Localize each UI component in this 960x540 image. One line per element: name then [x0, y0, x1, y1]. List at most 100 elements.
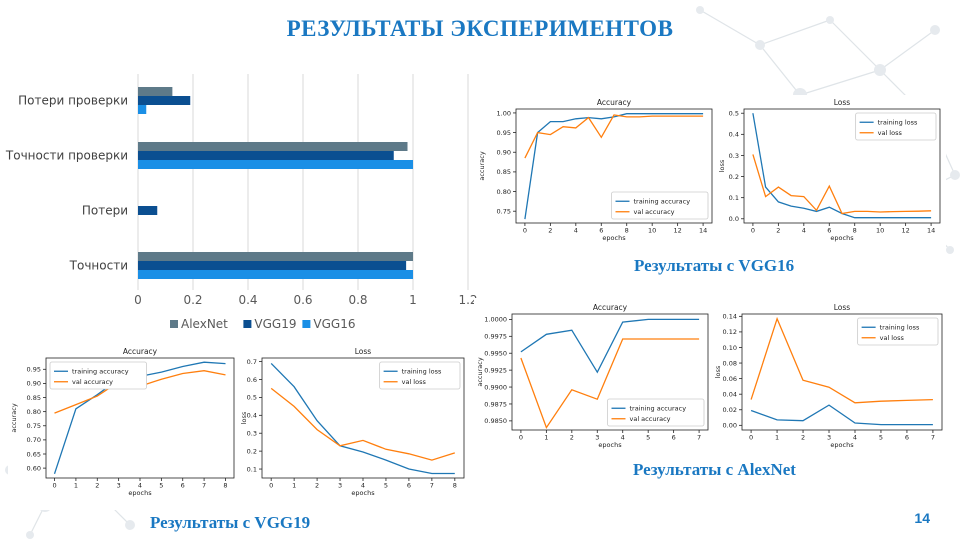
- y-tick-label: 0.95: [497, 129, 511, 137]
- legend-label: VGG16: [313, 317, 355, 331]
- category-label: Точности: [69, 259, 128, 273]
- x-tick-label: 3: [595, 434, 599, 442]
- series-line-training-accuracy: [524, 113, 704, 220]
- series-line-training-accuracy: [520, 318, 700, 374]
- x-tick-label: 1: [775, 434, 779, 442]
- bar-alexnet: [138, 142, 408, 151]
- legend-box: [857, 317, 939, 346]
- x-tick-label: 10: [648, 227, 656, 235]
- x-tick-label: 2: [548, 227, 552, 235]
- y-tick-label: 0.9925: [484, 366, 507, 374]
- x-tick-label: 1: [409, 293, 417, 307]
- y-tick-label: 0.08: [723, 359, 737, 367]
- y-tick-label: 0.95: [27, 366, 41, 374]
- x-tick-label: 2: [95, 482, 99, 490]
- legend-swatch: [170, 320, 178, 328]
- series-line-val-accuracy: [524, 114, 704, 159]
- x-tick-label: 4: [853, 434, 857, 442]
- y-axis-label: accuracy: [476, 357, 484, 386]
- legend-label: val loss: [878, 129, 903, 137]
- x-tick-label: 2: [315, 482, 319, 490]
- y-tick-label: 0.1: [729, 194, 739, 202]
- x-tick-label: 8: [625, 227, 629, 235]
- plot-title: Accuracy: [597, 98, 632, 107]
- bar-vgg19: [138, 151, 394, 160]
- x-tick-label: 10: [876, 227, 884, 235]
- vgg16-accuracy-plot: Accuracy 0 2 4 6 8 10 12 14 0.75 0.80 0.85 0.90 0.95 1…: [476, 95, 716, 253]
- bar-vgg19: [138, 261, 407, 270]
- x-tick-label: 14: [927, 227, 935, 235]
- y-axis-label: accuracy: [478, 151, 486, 180]
- plot-title: Loss: [355, 347, 372, 356]
- legend-label: val loss: [402, 378, 427, 386]
- x-tick-label: 3: [117, 482, 121, 490]
- x-tick-label: 4: [574, 227, 578, 235]
- y-tick-label: 0.1: [247, 465, 257, 473]
- legend-label: val accuracy: [633, 208, 674, 216]
- vgg19-caption: Результаты с VGG19: [150, 513, 311, 532]
- legend-label: training accuracy: [629, 405, 686, 413]
- alexnet-caption: Результаты с AlexNet: [633, 460, 796, 479]
- x-tick-label: 2: [570, 434, 574, 442]
- vgg19-accuracy-plot: Accuracy 0 1 2 3 4 5 6 7 8 0.60 0.65 0.70 0.75 0.80 0.8…: [8, 342, 238, 510]
- plot-title: Accuracy: [593, 303, 628, 312]
- series-line-val-loss: [752, 154, 932, 215]
- x-tick-label: 4: [138, 482, 142, 490]
- x-tick-label: 8: [853, 227, 857, 235]
- x-tick-label: 5: [159, 482, 163, 490]
- y-tick-label: 0.4: [729, 131, 739, 139]
- x-tick-label: 7: [430, 482, 434, 490]
- x-tick-label: 1.2: [458, 293, 477, 307]
- x-tick-label: 5: [879, 434, 883, 442]
- bar-vgg16: [138, 105, 147, 114]
- plot-title: Loss: [834, 303, 851, 312]
- y-tick-label: 0.5: [247, 394, 257, 402]
- legend-label: val accuracy: [72, 378, 113, 386]
- series-line-training-loss: [750, 404, 933, 426]
- plot-frame: [743, 108, 941, 224]
- legend-label: val loss: [880, 334, 905, 342]
- x-axis-label: epochs: [598, 441, 622, 449]
- x-tick-label: 12: [673, 227, 681, 235]
- legend-label: training accuracy: [72, 368, 129, 376]
- x-tick-label: 0.2: [183, 293, 202, 307]
- plot-frame: [511, 313, 709, 431]
- x-tick-label: 0: [134, 293, 142, 307]
- y-tick-label: 0.85: [497, 168, 511, 176]
- y-tick-label: 0.5: [729, 110, 739, 118]
- x-tick-label: 6: [905, 434, 909, 442]
- x-tick-label: 0.4: [238, 293, 257, 307]
- y-axis-label: loss: [714, 365, 722, 378]
- x-tick-label: 14: [699, 227, 707, 235]
- x-tick-label: 6: [672, 434, 676, 442]
- x-tick-label: 3: [338, 482, 342, 490]
- x-tick-label: 2: [776, 227, 780, 235]
- vgg19-loss-plot: Loss 0 1 2 3 4 5 6 7 8 0.1 0.2 0.3 0.4 0.5 0.6 0.7 epochs…: [238, 342, 470, 510]
- y-tick-label: 1.0000: [484, 316, 507, 324]
- y-tick-label: 0.4: [247, 412, 257, 420]
- x-tick-label: 0: [519, 434, 523, 442]
- legend-label: AlexNet: [181, 317, 228, 331]
- vgg16-loss-plot: Loss 0 2 4 6 8 10 12 14 0.0 0.1 0.2 0.3 0.4 0.5 epochs l…: [716, 95, 946, 253]
- y-tick-label: 0.00: [723, 422, 737, 430]
- x-tick-label: 0.8: [348, 293, 367, 307]
- series-line-val-accuracy: [520, 338, 700, 430]
- x-axis-label: epochs: [128, 489, 152, 497]
- y-tick-label: 0.10: [723, 344, 737, 352]
- x-axis-label: epochs: [602, 234, 626, 242]
- y-tick-label: 0.06: [723, 375, 737, 383]
- x-tick-label: 8: [453, 482, 457, 490]
- x-tick-label: 1: [292, 482, 296, 490]
- plot-frame: [515, 108, 713, 224]
- x-tick-label: 7: [697, 434, 701, 442]
- x-tick-label: 0: [751, 227, 755, 235]
- legend-box: [607, 398, 705, 427]
- x-tick-label: 5: [384, 482, 388, 490]
- x-tick-label: 0: [52, 482, 56, 490]
- x-tick-label: 4: [621, 434, 625, 442]
- legend-swatch: [243, 320, 252, 328]
- x-tick-label: 1: [544, 434, 548, 442]
- y-tick-label: 0.70: [27, 436, 41, 444]
- y-tick-label: 0.6: [247, 376, 257, 384]
- legend-box: [49, 361, 147, 390]
